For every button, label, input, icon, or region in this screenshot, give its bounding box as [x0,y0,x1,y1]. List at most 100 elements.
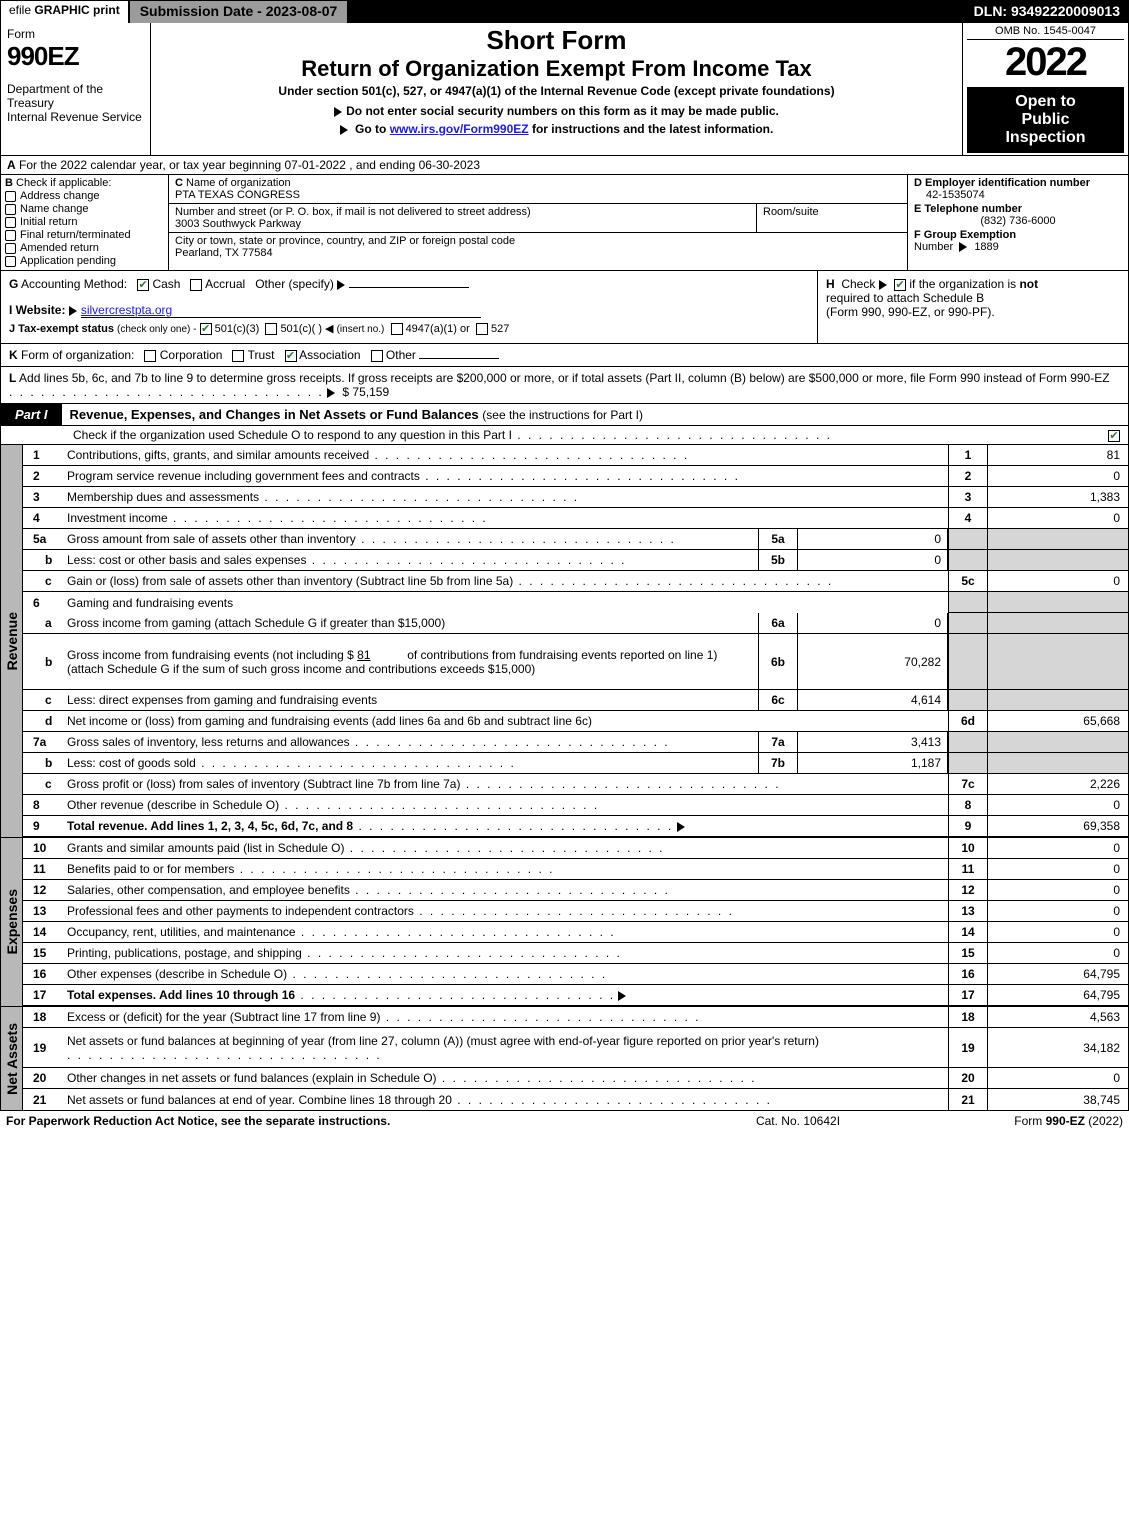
irs-link[interactable]: www.irs.gov/Form990EZ [390,122,529,136]
chk-association[interactable] [285,350,297,362]
line-1: 1Contributions, gifts, grants, and simil… [23,445,1128,466]
line-7b: bLess: cost of goods sold7b1,187 [23,753,1128,774]
chk-application-pending[interactable]: Application pending [5,255,164,267]
row-a: A For the 2022 calendar year, or tax yea… [1,156,1128,175]
under-section: Under section 501(c), 527, or 4947(a)(1)… [159,84,954,98]
line-13: 13Professional fees and other payments t… [23,901,1128,922]
chk-other-org[interactable] [371,350,383,362]
line-6: 6Gaming and fundraising events [23,592,1128,613]
room-suite: Room/suite [757,204,907,232]
triangle-icon [677,822,685,832]
line-16: 16Other expenses (describe in Schedule O… [23,964,1128,985]
chk-accrual[interactable] [190,279,202,291]
checkbox-icon [5,204,16,215]
chk-initial-return[interactable]: Initial return [5,216,164,228]
header-left: Form 990EZ Department of the Treasury In… [1,23,151,155]
group-exemption: F Group Exemption Number 1889 [914,229,1122,253]
chk-corporation[interactable] [144,350,156,362]
phone-block: E Telephone number (832) 736-6000 [914,203,1122,227]
goto-line: Go to www.irs.gov/Form990EZ for instruct… [159,122,954,136]
revenue-section: Revenue 1Contributions, gifts, grants, a… [1,444,1128,837]
expenses-section: Expenses 10Grants and similar amounts pa… [1,837,1128,1006]
row-gh: G Accounting Method: Cash Accrual Other … [1,271,1128,344]
top-toolbar: efile GRAPHIC print Submission Date - 20… [1,1,1128,23]
row-k: K Form of organization: Corporation Trus… [1,344,1128,367]
header-right: OMB No. 1545-0047 2022 Open to Public In… [963,23,1128,155]
catalog-number: Cat. No. 10642I [673,1114,923,1128]
irs-label: Internal Revenue Service [7,110,144,124]
group-exemption-value: 1889 [974,241,998,253]
line-8: 8Other revenue (describe in Schedule O)8… [23,795,1128,816]
col-b: B Check if applicable: Address change Na… [1,175,169,270]
chk-final-return[interactable]: Final return/terminated [5,229,164,241]
chk-501c[interactable] [265,323,277,335]
other-org-input[interactable] [419,358,499,359]
short-form-title: Short Form [159,25,954,56]
line-15: 15Printing, publications, postage, and s… [23,943,1128,964]
col-g: G Accounting Method: Cash Accrual Other … [1,271,818,343]
chk-name-change[interactable]: Name change [5,203,164,215]
expenses-sidelabel: Expenses [1,837,23,1006]
triangle-icon [618,991,626,1001]
city-state-zip: Pearland, TX 77584 [175,247,273,259]
triangle-icon [69,306,77,316]
line-19: 19Net assets or fund balances at beginni… [23,1028,1128,1068]
net-assets-sidelabel: Net Assets [1,1006,23,1110]
triangle-icon [959,242,967,252]
line-6a: aGross income from gaming (attach Schedu… [23,613,1128,634]
ein-block: D Employer identification number 42-1535… [914,177,1122,201]
open-to-public: Open to Public Inspection [967,87,1124,153]
triangle-icon [327,388,335,398]
checkbox-icon [5,191,16,202]
toolbar-spacer [349,1,965,23]
triangle-icon [340,125,348,135]
line-4: 4Investment income40 [23,508,1128,529]
line-5a: 5aGross amount from sale of assets other… [23,529,1128,550]
chk-4947[interactable] [391,323,403,335]
line-7a: 7aGross sales of inventory, less returns… [23,732,1128,753]
other-specify-input[interactable] [349,287,469,288]
org-info-block: B Check if applicable: Address change Na… [1,175,1128,271]
dln-number: DLN: 93492220009013 [966,1,1128,23]
efile-graphic-print[interactable]: efile GRAPHIC print [1,1,130,23]
part-label: Part I [1,404,62,425]
form-label: Form [7,27,144,41]
chk-527[interactable] [476,323,488,335]
chk-cash[interactable] [137,279,149,291]
phone-value: (832) 736-6000 [914,215,1122,227]
col-def: D Employer identification number 42-1535… [908,175,1128,270]
chk-trust[interactable] [232,350,244,362]
form-ref: Form 990-EZ (2022) [923,1114,1123,1128]
chk-amended-return[interactable]: Amended return [5,242,164,254]
line-9: 9Total revenue. Add lines 1, 2, 3, 4, 5c… [23,816,1128,837]
line-17: 17Total expenses. Add lines 10 through 1… [23,985,1128,1006]
triangle-icon [334,107,342,117]
paperwork-notice: For Paperwork Reduction Act Notice, see … [6,1114,673,1128]
submission-date: Submission Date - 2023-08-07 [130,1,350,23]
triangle-icon [879,280,887,290]
chk-schedule-o-part1[interactable] [1108,430,1120,442]
checkbox-icon [5,256,16,267]
line-10: 10Grants and similar amounts paid (list … [23,838,1128,859]
row-i: I Website: silvercrestpta.org [9,301,809,320]
dept-treasury: Department of the Treasury [7,82,144,110]
chk-address-change[interactable]: Address change [5,190,164,202]
city-row: City or town, state or province, country… [169,233,907,270]
line-7c: cGross profit or (loss) from sales of in… [23,774,1128,795]
chk-501c3[interactable] [200,323,212,335]
page-footer: For Paperwork Reduction Act Notice, see … [0,1111,1129,1131]
line-21: 21Net assets or fund balances at end of … [23,1089,1128,1110]
line-5b: bLess: cost or other basis and sales exp… [23,550,1128,571]
org-name-block: C Name of organization PTA TEXAS CONGRES… [169,175,907,204]
col-h: H Check if the organization is not requi… [818,271,1128,343]
chk-schedule-b[interactable] [894,279,906,291]
street-row: Number and street (or P. O. box, if mail… [169,204,907,233]
row-j: J Tax-exempt status (check only one) - 5… [9,320,809,337]
header-center: Short Form Return of Organization Exempt… [151,23,963,155]
row-l: L Add lines 5b, 6c, and 7b to line 9 to … [1,367,1128,404]
gross-receipts: $ 75,159 [342,385,389,399]
website-link[interactable]: silvercrestpta.org [81,303,481,318]
accounting-method: G Accounting Method: Cash Accrual Other … [9,277,809,291]
street-address: 3003 Southwyck Parkway [175,218,301,230]
revenue-sidelabel: Revenue [1,444,23,837]
